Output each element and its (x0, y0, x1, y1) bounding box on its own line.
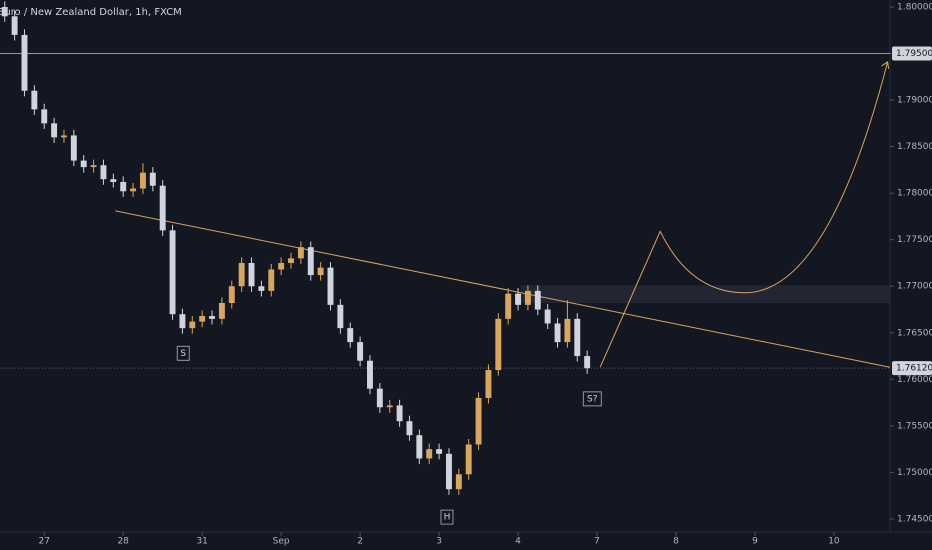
candle-body (90, 165, 97, 168)
price-tag-label: 1.79500 (896, 49, 932, 59)
candle-body (297, 247, 304, 259)
candle-body (416, 435, 423, 459)
price-tag (892, 46, 932, 61)
candle-body (524, 290, 531, 305)
candle-body (130, 188, 137, 192)
annotation-label: S? (587, 394, 598, 404)
candle-body (80, 160, 87, 168)
y-tick-label: 1.76000 (897, 375, 932, 385)
price-tag-label: 1.76120 (896, 364, 932, 374)
candle-body (337, 304, 344, 329)
candle-body (41, 109, 48, 124)
y-tick-label: 1.77500 (897, 235, 932, 245)
projection-arrow (881, 61, 890, 69)
x-tick-label: 27 (38, 537, 49, 547)
candle-body (31, 90, 38, 110)
annotation-label: H (444, 513, 451, 523)
candle-body (347, 328, 354, 343)
x-tick-label: 4 (515, 537, 521, 547)
x-tick-label: 10 (828, 537, 840, 547)
candle-body (209, 316, 215, 319)
annotation-label: S (180, 349, 186, 359)
candle-body (396, 405, 403, 422)
candle-body (426, 449, 433, 459)
candle-body (110, 179, 117, 182)
candle-body (317, 267, 324, 276)
x-tick-label: 3 (436, 537, 442, 547)
y-tick-label: 1.79000 (897, 96, 932, 106)
x-tick-label: 8 (673, 537, 679, 547)
trendline (115, 210, 891, 368)
x-tick-label: 9 (752, 537, 758, 547)
annotation-box (440, 509, 454, 525)
x-tick-label: 31 (196, 537, 207, 547)
candle-body (485, 370, 492, 398)
candle-body (218, 303, 225, 319)
candle-body (149, 172, 156, 186)
candle-body (288, 258, 294, 263)
candle-body (159, 185, 166, 231)
candle-body (21, 34, 28, 91)
y-tick-label: 1.78000 (897, 189, 932, 199)
x-tick-label: Sep (273, 537, 290, 547)
candle-body (584, 356, 591, 369)
y-tick-label: 1.76500 (897, 328, 932, 338)
y-tick-label: 1.78500 (897, 142, 932, 152)
candle-body (228, 286, 235, 304)
candle-body (564, 318, 571, 343)
candle-body (268, 269, 275, 291)
candle-body (367, 360, 373, 389)
candle-body (51, 123, 58, 138)
candle-body (357, 342, 364, 361)
x-tick-label: 28 (117, 537, 129, 547)
y-tick-label: 1.75000 (897, 468, 932, 478)
candle-body (139, 172, 146, 189)
projection (599, 61, 889, 368)
candle-body (248, 262, 255, 287)
candle-body (544, 309, 551, 324)
candle-body (534, 290, 541, 310)
candle-body (307, 247, 314, 276)
chart-title: Euro / New Zealand Dollar, 1h, FXCM (0, 7, 182, 18)
annotation-box (582, 391, 602, 407)
candle-body (169, 230, 176, 315)
price-tag (892, 361, 932, 376)
annotation-box (176, 345, 190, 361)
candle-body (258, 286, 265, 291)
candle-body (554, 323, 561, 343)
candle-body (11, 16, 18, 35)
candle-body (70, 135, 77, 161)
zone (520, 285, 890, 304)
candle-body (1, 6, 8, 17)
candle-body (327, 267, 334, 305)
x-tick-label: 7 (594, 537, 600, 547)
candle-body (445, 453, 452, 490)
candle-body (189, 321, 196, 329)
candle-body (495, 318, 502, 371)
candle-body (61, 135, 67, 138)
candle-body (199, 316, 206, 322)
candle-body (406, 421, 413, 436)
candle-body (386, 405, 393, 408)
candle-body (376, 388, 383, 408)
candle-body (238, 262, 245, 287)
candle-body (179, 314, 186, 329)
candle-body (436, 449, 443, 454)
x-tick-label: 2 (357, 537, 363, 547)
candle-body (455, 474, 462, 490)
y-tick-label: 1.74500 (897, 514, 932, 524)
y-tick-label: 1.75500 (897, 421, 932, 431)
candle-body (100, 165, 107, 180)
candle-body (465, 444, 472, 475)
candle-body (505, 293, 512, 319)
candle-body (574, 318, 581, 357)
candle-body (475, 397, 482, 445)
candle-body (278, 262, 285, 270)
y-tick-label: 1.80000 (897, 2, 932, 12)
candle-body (515, 293, 522, 305)
candle-body (120, 181, 127, 192)
y-tick-label: 1.77000 (897, 282, 932, 292)
